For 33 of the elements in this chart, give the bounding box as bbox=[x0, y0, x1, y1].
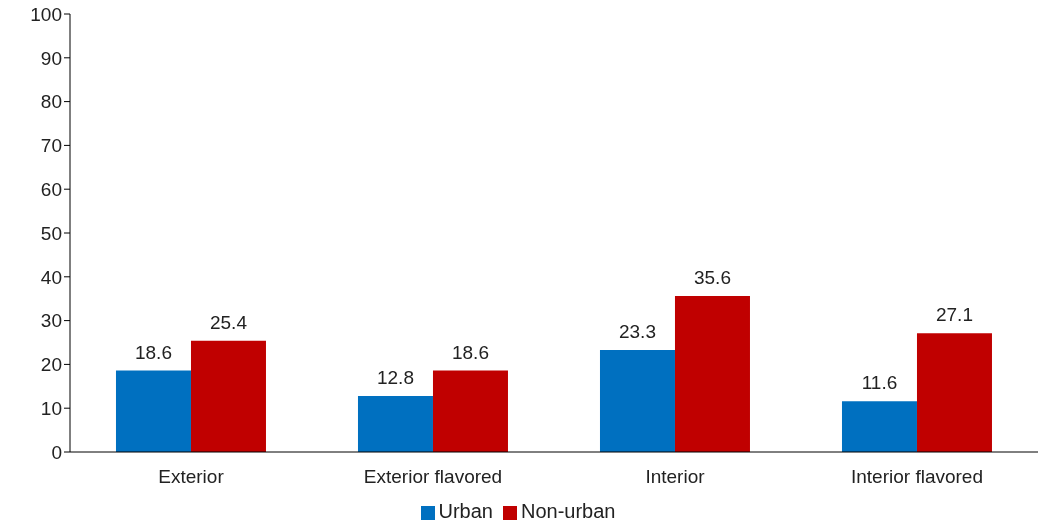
y-tick-label: 90 bbox=[40, 47, 62, 69]
legend-label: Non-urban bbox=[520, 500, 616, 522]
bar bbox=[190, 340, 266, 452]
x-tick-label: Interior flavored bbox=[850, 466, 984, 488]
data-label: 27.1 bbox=[935, 304, 973, 326]
data-label: 35.6 bbox=[693, 267, 731, 289]
y-tick-label: 40 bbox=[40, 266, 62, 288]
x-tick-label: Exterior bbox=[158, 466, 225, 488]
bar bbox=[916, 333, 992, 452]
y-tick-label: 100 bbox=[30, 3, 62, 25]
bar bbox=[674, 296, 750, 452]
data-label: 18.6 bbox=[451, 341, 489, 363]
y-tick-label: 50 bbox=[40, 222, 62, 244]
bar bbox=[115, 370, 191, 452]
data-label: 18.6 bbox=[134, 341, 172, 363]
data-label: 12.8 bbox=[376, 366, 414, 388]
y-tick-label: 60 bbox=[40, 178, 62, 200]
y-tick-label: 10 bbox=[40, 397, 62, 419]
data-label: 23.3 bbox=[618, 320, 656, 342]
bar bbox=[599, 349, 675, 452]
bar bbox=[432, 370, 508, 452]
x-tick-label: Exterior flavored bbox=[363, 466, 503, 488]
y-tick-label: 30 bbox=[40, 310, 62, 332]
legend-label: Urban bbox=[438, 500, 493, 522]
x-tick-label: Interior bbox=[645, 466, 706, 488]
bar bbox=[357, 395, 433, 452]
y-tick-label: 0 bbox=[51, 441, 62, 463]
data-label: 25.4 bbox=[209, 311, 248, 333]
bar bbox=[841, 401, 917, 452]
y-tick-label: 70 bbox=[40, 135, 62, 157]
y-tick-label: 80 bbox=[40, 91, 62, 113]
data-label: 11.6 bbox=[861, 372, 898, 394]
y-tick-label: 20 bbox=[40, 354, 62, 376]
